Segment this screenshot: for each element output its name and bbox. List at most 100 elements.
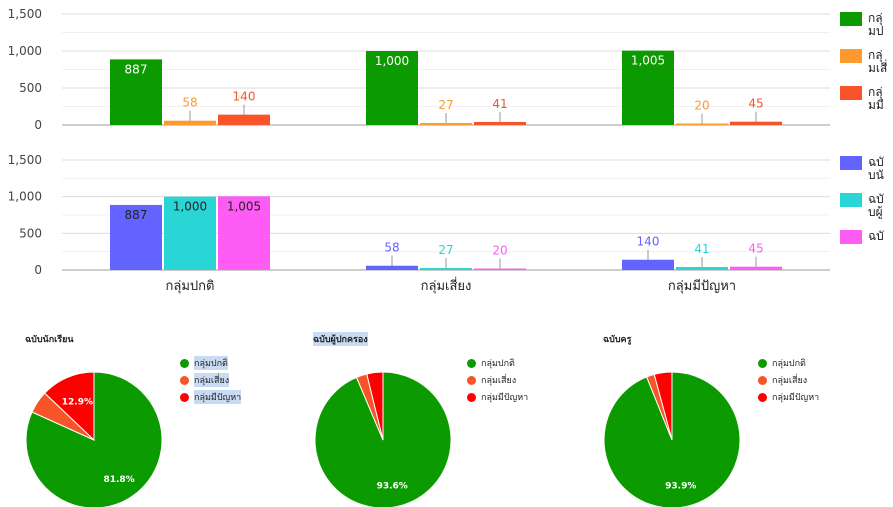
data-label: 20 (492, 244, 507, 258)
legend-label: กลุ่มเสี่ยง (868, 49, 888, 75)
bar (164, 120, 216, 125)
pie-chart: 81.8% 12.9% (25, 371, 163, 507)
data-label: 887 (125, 208, 148, 222)
data-label: 27 (438, 243, 453, 257)
legend-dot (180, 392, 189, 402)
pie-legend-item: กลุ่มมีปัญหา (758, 390, 819, 404)
legend-dot (758, 375, 767, 385)
legend-item: กลุ่มมีปัญหา (840, 86, 890, 112)
legend-swatch (840, 49, 862, 63)
data-label: 27 (438, 98, 453, 112)
data-label: 140 (637, 235, 660, 249)
legend-label: ฉบับครู (868, 230, 884, 243)
pie-legend-label: กลุ่มปกติ (772, 359, 806, 369)
pie-legend-label: กลุ่มมีปัญหา (194, 390, 242, 404)
bar (110, 204, 162, 270)
y-tick-label: 500 (19, 81, 42, 95)
bar (676, 123, 728, 125)
y-tick-label: 1,000 (8, 44, 42, 58)
data-label: 1,005 (227, 199, 261, 213)
legend-dot (180, 375, 189, 385)
bar (622, 259, 674, 270)
data-label: 41 (694, 242, 709, 256)
legend-swatch (840, 156, 862, 170)
bar (366, 51, 418, 125)
pie-legend-label: กลุ่มเสี่ยง (481, 376, 517, 386)
pie-chart: 93.9% (603, 371, 741, 507)
x-category-label: กลุ่มมีปัญหา (668, 278, 736, 294)
bar (474, 121, 526, 125)
pie-slice-label: 93.6% (377, 481, 408, 491)
bar (676, 266, 728, 270)
data-label: 45 (748, 97, 763, 111)
data-label: 1,000 (173, 200, 207, 214)
data-label: 45 (748, 242, 763, 256)
pie-legend-label: กลุ่มมีปัญหา (481, 393, 529, 403)
bar (474, 268, 526, 270)
pie-legend-item: กลุ่มปกติ (467, 356, 515, 370)
data-label: 1,000 (375, 54, 409, 68)
y-tick-label: 0 (34, 118, 42, 132)
x-category-label: กลุ่มปกติ (166, 279, 215, 294)
bar (730, 266, 782, 270)
data-label: 140 (233, 90, 256, 104)
pie-legend-label: กลุ่มเสี่ยง (194, 373, 230, 387)
legend-swatch (840, 86, 862, 100)
pie-slice (25, 371, 163, 507)
y-tick-label: 1,500 (8, 153, 42, 167)
legend-dot (180, 358, 189, 368)
legend-label: ฉบับนักเรียน (868, 156, 886, 182)
legend-dot (758, 392, 767, 402)
bar-charts: 1,500 1,000 500 0 887 58 140 1,000 27 41 1,005 20 45… (8, 7, 830, 294)
bar (164, 196, 216, 270)
legend-label: กลุ่มมีปัญหา (868, 86, 886, 112)
pie-slice (44, 371, 95, 442)
legend-dot (758, 358, 767, 368)
pie-slice (653, 371, 673, 441)
legend-item: ฉบับครู (840, 230, 890, 244)
pie-legend-item: กลุ่มเสี่ยง (467, 373, 516, 387)
legend-swatch (840, 12, 862, 26)
pie-slice-label: 93.9% (665, 481, 696, 491)
pie-legend-label: กลุ่มมีปัญหา (772, 393, 820, 403)
pie-title: ฉบับนักเรียน (25, 335, 74, 345)
legend-swatch (840, 193, 862, 207)
legend-dot (467, 375, 476, 385)
data-label: 887 (125, 62, 148, 76)
legend-item: ฉบับนักเรียน (840, 156, 890, 182)
y-tick-label: 0 (34, 263, 42, 277)
bar (218, 114, 270, 125)
pie-slice (366, 371, 384, 441)
legend-dot (467, 358, 476, 368)
pie-legend-label: กลุ่มปกติ (194, 356, 228, 370)
pie-legend-item: กลุ่มปกติ (758, 356, 806, 370)
pie-legend-item: กลุ่มปกติ (180, 356, 228, 370)
pie-legend-item: กลุ่มเสี่ยง (758, 373, 807, 387)
pie-title: ฉบับครู (603, 335, 632, 345)
pie-legend-label: กลุ่มปกติ (481, 359, 515, 369)
bar-chart-2: 1,500 1,000 500 0 887 1,000 1,005 กลุ่มปกติ 58 27… (8, 153, 830, 294)
legend-item: กลุ่มปกติ (840, 12, 890, 38)
y-tick-label: 500 (19, 226, 42, 240)
bar-chart-1: 1,500 1,000 500 0 887 58 140 1,000 27 41 1,005 20 45 (8, 7, 830, 132)
bar (110, 59, 162, 125)
legend-item: ฉบับผู้ปกครอง (840, 193, 890, 219)
bar (366, 265, 418, 270)
pie-legend-item: กลุ่มมีปัญหา (467, 390, 528, 404)
data-label: 58 (384, 241, 399, 255)
legend-swatch (840, 230, 862, 244)
data-label: 20 (694, 99, 709, 113)
bar (218, 196, 270, 270)
pie-title: ฉบับผู้ปกครอง (313, 332, 368, 346)
legend-item: กลุ่มเสี่ยง (840, 49, 890, 75)
data-label: 41 (492, 97, 507, 111)
pie-slice-label: 12.9% (62, 397, 93, 407)
legend-dot (467, 392, 476, 402)
pie-chart: 93.6% (314, 371, 452, 507)
legend-label: ฉบับผู้ปกครอง (868, 193, 884, 219)
x-category-label: กลุ่มเสี่ยง (421, 277, 472, 294)
bar (420, 268, 472, 270)
y-tick-label: 1,000 (8, 190, 42, 204)
